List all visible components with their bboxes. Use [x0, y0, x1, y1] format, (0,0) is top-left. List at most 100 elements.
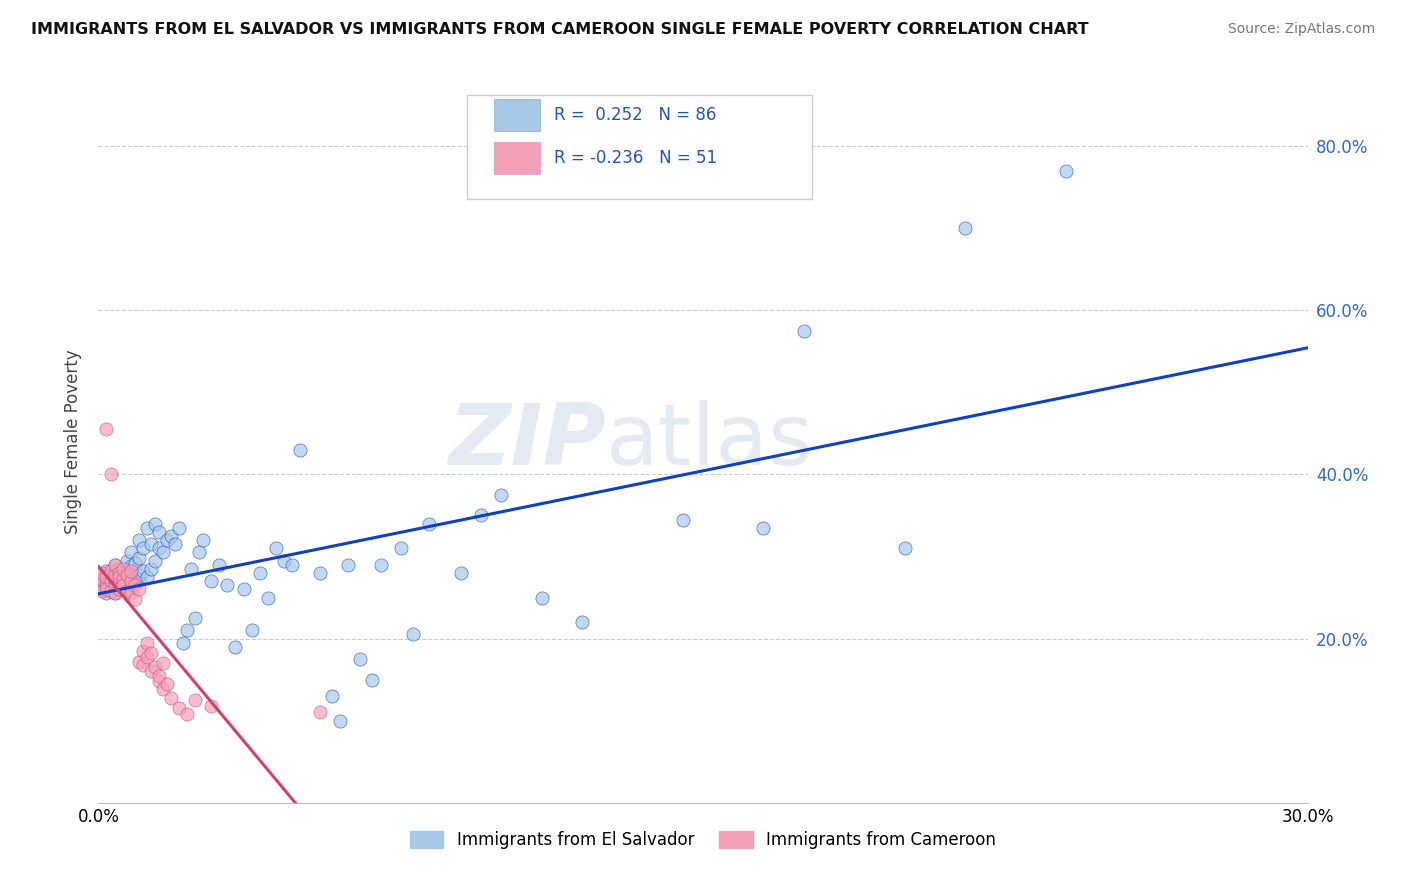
Point [96, 567, 118, 582]
Point [530, 591, 553, 605]
Point [120, 573, 142, 587]
Point [120, 564, 142, 578]
Point [107, 562, 129, 576]
Text: ZIP: ZIP [449, 400, 606, 483]
Point [953, 221, 976, 235]
Point [143, 553, 166, 567]
Point [96, 422, 118, 436]
Text: R =  0.252   N = 86: R = 0.252 N = 86 [554, 106, 717, 124]
Point [107, 573, 129, 587]
Point [120, 578, 142, 592]
Text: IMMIGRANTS FROM EL SALVADOR VS IMMIGRANTS FROM CAMEROON SINGLE FEMALE POVERTY CO: IMMIGRANTS FROM EL SALVADOR VS IMMIGRANT… [31, 22, 1088, 37]
Point [96, 578, 118, 592]
Point [135, 521, 157, 535]
Point [91, 584, 114, 599]
Point [124, 578, 146, 592]
Point [111, 575, 134, 590]
Y-axis label: Single Female Poverty: Single Female Poverty [65, 350, 83, 533]
Point [115, 567, 138, 582]
Point [91, 573, 114, 587]
Point [132, 644, 155, 658]
Point [100, 580, 122, 594]
Point [288, 442, 311, 457]
Point [200, 698, 222, 713]
Point [370, 558, 392, 572]
Point [418, 516, 440, 531]
Point [450, 566, 472, 580]
Point [139, 646, 162, 660]
Point [96, 564, 118, 578]
Point [135, 570, 157, 584]
Point [96, 578, 118, 592]
Point [103, 573, 125, 587]
Point [103, 567, 125, 582]
Point [124, 575, 146, 590]
Point [132, 657, 155, 672]
Point [135, 649, 157, 664]
Point [148, 524, 170, 539]
Point [103, 558, 125, 572]
Text: R = -0.236   N = 51: R = -0.236 N = 51 [554, 149, 717, 168]
Point [107, 570, 129, 584]
Point [281, 558, 304, 572]
Point [167, 701, 190, 715]
Point [361, 673, 384, 687]
Point [208, 558, 231, 572]
Point [160, 690, 183, 705]
Point [100, 564, 122, 578]
Point [224, 640, 246, 654]
Point [115, 553, 138, 567]
Point [103, 558, 125, 572]
Point [128, 582, 150, 597]
Point [176, 707, 198, 722]
Point [240, 624, 263, 638]
Point [143, 660, 166, 674]
Point [124, 570, 146, 584]
Point [180, 562, 202, 576]
Point [96, 570, 118, 584]
Point [193, 533, 215, 547]
Point [100, 574, 122, 588]
Point [349, 652, 371, 666]
Point [152, 545, 174, 559]
Text: atlas: atlas [606, 400, 814, 483]
Point [893, 541, 915, 556]
Point [176, 624, 198, 638]
Point [107, 582, 129, 597]
Point [156, 533, 179, 547]
Point [103, 578, 125, 592]
Legend: Immigrants from El Salvador, Immigrants from Cameroon: Immigrants from El Salvador, Immigrants … [404, 824, 1002, 856]
Point [188, 545, 211, 559]
Point [115, 564, 138, 578]
Point [103, 586, 125, 600]
Point [128, 655, 150, 669]
Point [217, 578, 239, 592]
Point [337, 558, 360, 572]
Point [100, 467, 122, 482]
Point [264, 541, 287, 556]
Point [329, 714, 352, 728]
Point [107, 566, 129, 580]
Point [91, 566, 114, 580]
Point [232, 582, 254, 597]
Point [309, 566, 332, 580]
Point [148, 674, 170, 689]
Point [135, 636, 157, 650]
Point [184, 693, 207, 707]
Point [124, 556, 146, 570]
FancyBboxPatch shape [467, 95, 811, 200]
Point [115, 584, 138, 599]
Point [103, 586, 125, 600]
Point [139, 537, 162, 551]
Point [156, 677, 179, 691]
FancyBboxPatch shape [494, 99, 540, 131]
Point [167, 521, 190, 535]
Point [752, 521, 775, 535]
Point [111, 578, 134, 592]
Point [672, 512, 695, 526]
Point [571, 615, 593, 630]
Point [148, 541, 170, 556]
Point [139, 665, 162, 679]
Point [107, 570, 129, 584]
Point [91, 575, 114, 590]
